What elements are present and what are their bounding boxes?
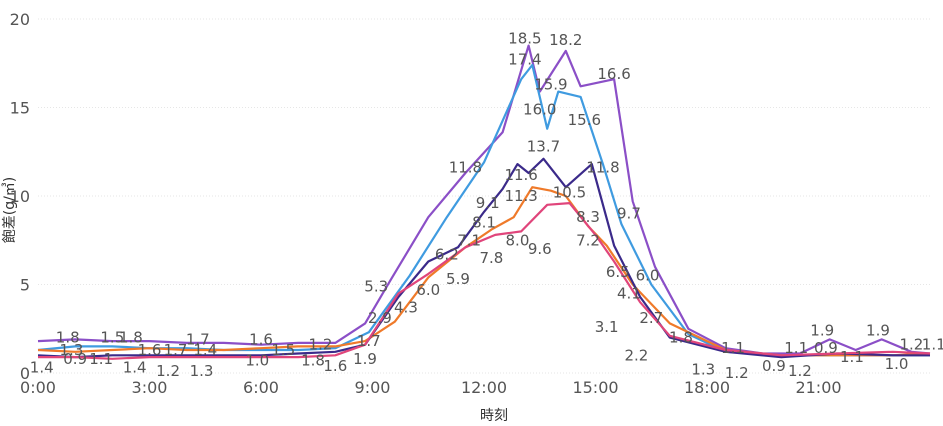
data-label: 1.4 <box>123 359 147 377</box>
x-tick-label: 12:00 <box>461 378 507 397</box>
data-label: 1.8 <box>56 329 80 347</box>
data-label: 7.1 <box>457 231 481 249</box>
series-lines <box>37 44 931 360</box>
data-label: 1.8 <box>119 329 143 347</box>
data-label: 6.0 <box>416 281 440 299</box>
data-label: 1.6 <box>249 330 273 348</box>
data-label: 2.2 <box>624 346 648 364</box>
data-label: 1.2 <box>725 364 749 382</box>
y-axis-ticks: 0 5 10 15 20 <box>10 10 30 383</box>
data-label: 1.2 <box>899 336 923 354</box>
data-label: 18.5 <box>508 29 541 47</box>
x-axis-ticks: 0:00 3:00 6:00 9:00 12:00 15:00 18:00 21:00 <box>20 378 842 397</box>
data-label: 1.5 <box>271 341 295 359</box>
data-label: 1.1 <box>721 339 745 357</box>
series-line-3 <box>37 186 931 357</box>
data-label: 6.2 <box>435 245 459 263</box>
data-label: 6.0 <box>636 267 660 285</box>
data-label: 0.9 <box>814 339 838 357</box>
data-label: 1.3 <box>60 341 84 359</box>
x-tick-label: 21:00 <box>795 378 841 397</box>
data-label: 8.1 <box>472 214 496 232</box>
data-label: 18.2 <box>549 31 582 49</box>
data-label: 11.8 <box>586 159 619 177</box>
data-label: 11.8 <box>449 159 482 177</box>
data-label: 3.1 <box>595 318 619 336</box>
data-label: 6.5 <box>606 263 630 281</box>
data-label: 17.4 <box>508 51 541 69</box>
data-labels: 1.8 1.51.8 1.7 1.61.3 1.6 1.7 1.4 1.5 1.2 1.71.4 0… <box>30 29 943 382</box>
data-label: 1.1 <box>840 348 864 366</box>
data-label: 5.3 <box>364 277 388 295</box>
data-label: 1.2 <box>788 362 812 380</box>
data-label: 1.4 <box>30 359 54 377</box>
x-tick-label: 6:00 <box>243 378 279 397</box>
data-label: 1.0 <box>885 355 909 373</box>
data-label: 9.7 <box>617 205 641 223</box>
data-label: 0.9 <box>762 357 786 375</box>
data-label: 7.8 <box>480 249 504 267</box>
data-label: 2.9 <box>368 309 392 327</box>
x-tick-label: 18:00 <box>684 378 730 397</box>
data-label: 7.2 <box>576 231 600 249</box>
x-tick-label: 3:00 <box>132 378 168 397</box>
data-label: 1.7 <box>357 332 381 350</box>
data-label: 11.6 <box>504 166 537 184</box>
data-label: 15.6 <box>568 111 601 129</box>
data-label: 11.3 <box>504 187 537 205</box>
data-label: 15.9 <box>534 75 567 93</box>
data-label: 16.0 <box>523 100 556 118</box>
x-axis-title: 時刻 <box>480 408 508 424</box>
data-label: 1.9 <box>810 322 834 340</box>
series-line-5 <box>38 202 931 360</box>
data-label: 1.1 <box>89 350 113 368</box>
y-tick-label: 0 <box>20 364 30 383</box>
series-line-4 <box>37 157 930 359</box>
y-tick-label: 20 <box>10 10 30 29</box>
data-label: 1.7 <box>164 341 188 359</box>
y-tick-label: 5 <box>20 276 30 295</box>
data-label: 8.0 <box>506 231 530 249</box>
x-tick-label: 15:00 <box>572 378 618 397</box>
data-label: 1.6 <box>323 357 347 375</box>
data-label: 8.3 <box>576 208 600 226</box>
data-label: 1.2 <box>156 362 180 380</box>
data-label: 1.1 <box>922 336 943 354</box>
data-label: 9.6 <box>528 240 552 258</box>
data-label: 1.3 <box>691 360 715 378</box>
data-label: 1.8 <box>301 352 325 370</box>
y-tick-label: 10 <box>10 187 30 206</box>
data-label: 1.1 <box>784 339 808 357</box>
data-label: 16.6 <box>597 65 630 83</box>
data-label: 1.2 <box>309 336 333 354</box>
data-label: 1.6 <box>138 341 162 359</box>
data-label: 4.1 <box>617 284 641 302</box>
data-label: 1.9 <box>866 322 890 340</box>
data-label: 0.9 <box>63 350 87 368</box>
data-label: 1.4 <box>193 341 217 359</box>
data-label: 1.8 <box>669 329 693 347</box>
x-tick-label: 0:00 <box>20 378 56 397</box>
data-label: 4.3 <box>394 299 418 317</box>
y-axis-title: 飽差(g/㎥) <box>1 177 18 244</box>
data-label: 1.0 <box>245 352 269 370</box>
data-label: 5.9 <box>446 270 470 288</box>
data-label: 13.7 <box>527 137 560 155</box>
data-label: 2.7 <box>639 309 663 327</box>
y-tick-label: 15 <box>10 99 30 118</box>
data-label: 9.1 <box>476 194 500 212</box>
data-label: 1.3 <box>190 362 214 380</box>
x-tick-label: 9:00 <box>355 378 391 397</box>
data-label: 1.7 <box>186 330 210 348</box>
data-label: 1.5 <box>100 329 124 347</box>
data-label: 1.9 <box>353 350 377 368</box>
data-label: 10.5 <box>553 183 586 201</box>
